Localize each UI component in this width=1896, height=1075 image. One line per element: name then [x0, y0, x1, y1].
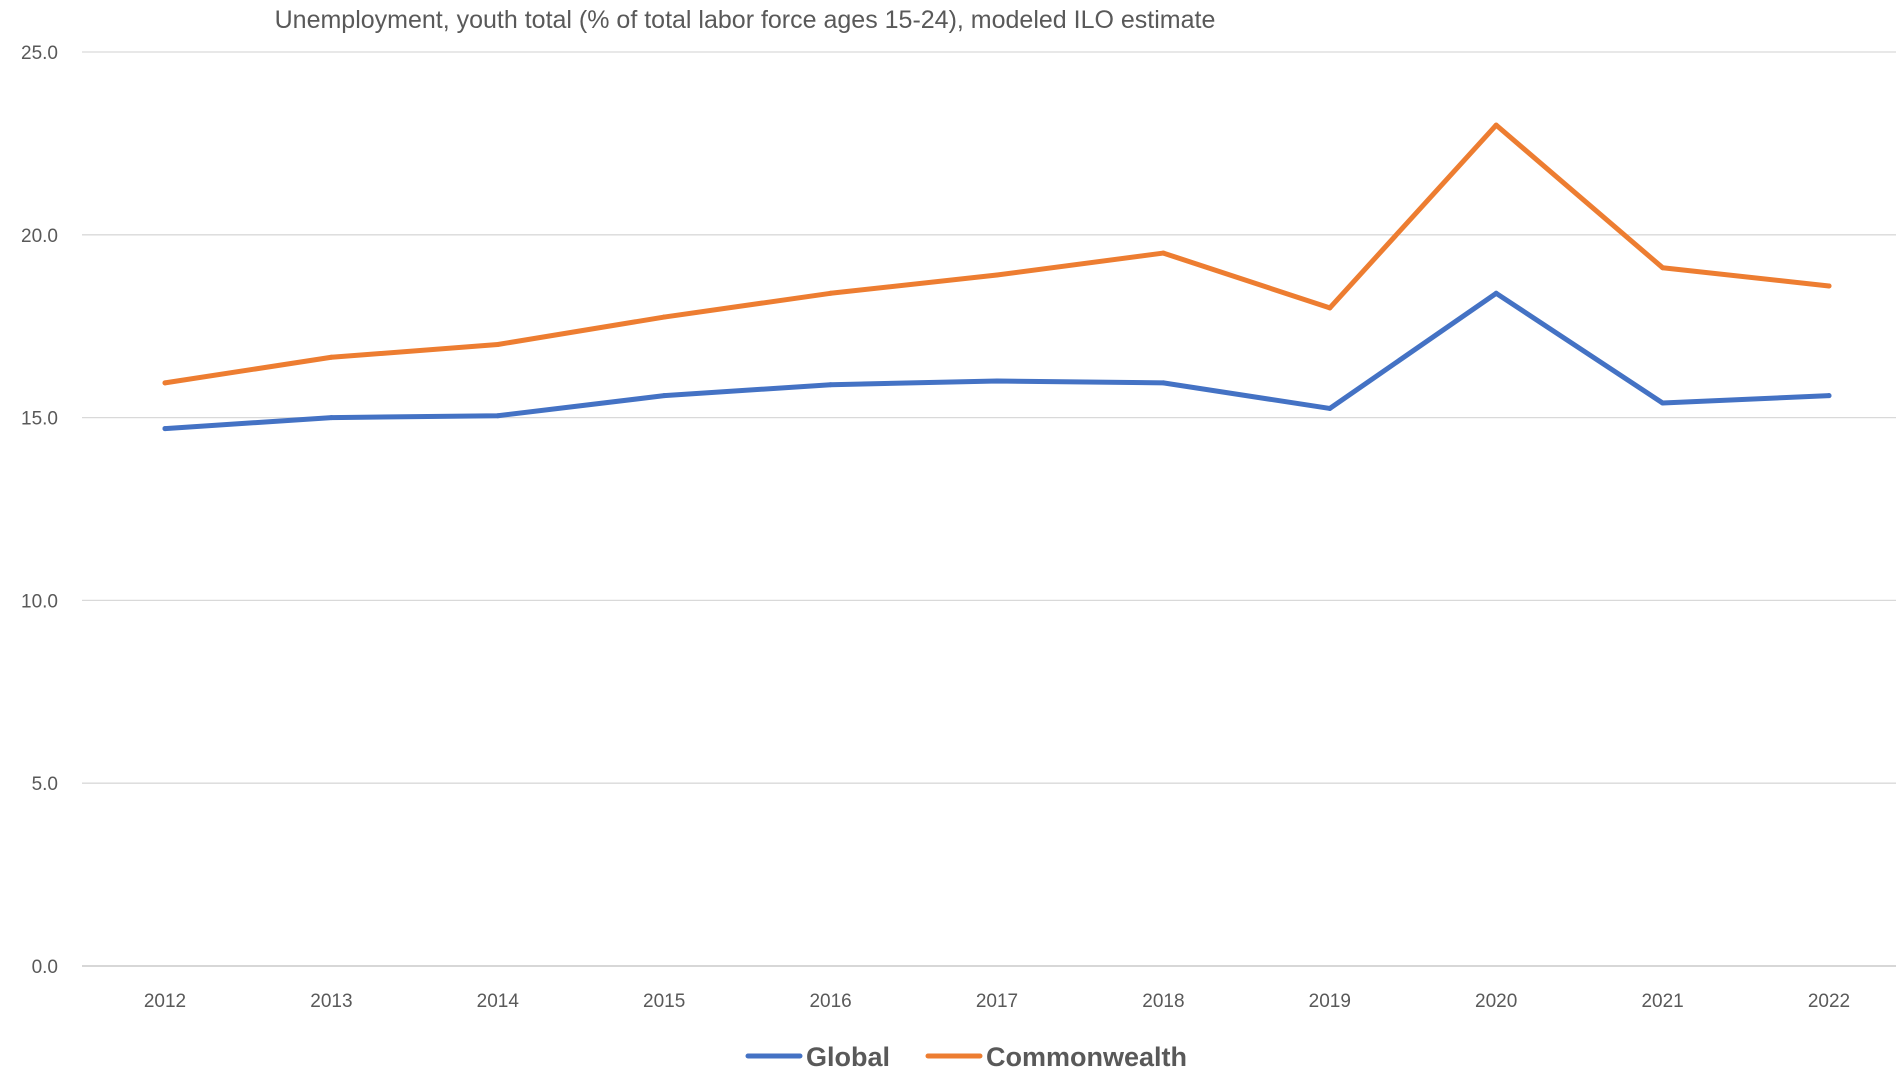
x-tick-label: 2014: [477, 991, 520, 1012]
data-point: [495, 413, 501, 419]
legend-label: Commonwealth: [986, 1042, 1187, 1070]
data-point: [994, 378, 1000, 384]
x-tick-label: 2022: [1808, 991, 1850, 1012]
x-tick-label: 2016: [809, 991, 851, 1012]
data-point: [661, 393, 667, 399]
data-point: [328, 354, 334, 360]
chart-title: Unemployment, youth total (% of total la…: [275, 6, 1216, 34]
y-tick-label: 20.0: [21, 226, 58, 247]
data-point: [1327, 405, 1333, 411]
y-tick-label: 15.0: [21, 409, 58, 430]
data-point: [328, 415, 334, 421]
data-point: [162, 426, 168, 432]
data-point: [994, 272, 1000, 278]
legend: Global Commonwealth: [745, 1042, 1187, 1072]
legend-item-commonwealth: Commonwealth: [925, 1042, 1187, 1072]
gridlines: [82, 51, 1896, 967]
data-point: [1160, 250, 1166, 256]
data-point: [1826, 393, 1832, 399]
data-point: [1327, 305, 1333, 311]
data-point: [828, 290, 834, 296]
data-point: [495, 341, 501, 347]
data-point: [162, 380, 168, 386]
x-axis-ticks: 2012 2013 2014 2015 2016 2017 2018 2019 2020 2021…: [144, 991, 1850, 1012]
series-line-global: [162, 290, 1832, 432]
x-tick-label: 2013: [310, 991, 352, 1012]
data-point: [661, 314, 667, 320]
x-tick-label: 2012: [144, 991, 186, 1012]
data-point: [1660, 400, 1666, 406]
series-lines: [162, 122, 1832, 432]
x-tick-label: 2021: [1641, 991, 1683, 1012]
x-tick-label: 2015: [643, 991, 685, 1012]
data-point: [828, 382, 834, 388]
data-point: [1493, 122, 1499, 128]
y-tick-label: 5.0: [32, 774, 58, 795]
x-tick-label: 2019: [1309, 991, 1351, 1012]
x-tick-label: 2020: [1475, 991, 1517, 1012]
series-line-commonwealth: [162, 122, 1832, 386]
data-point: [1660, 265, 1666, 271]
x-tick-label: 2017: [976, 991, 1018, 1012]
y-tick-label: 0.0: [32, 957, 58, 978]
data-point: [1160, 380, 1166, 386]
x-tick-label: 2018: [1142, 991, 1184, 1012]
y-axis-ticks: 0.0 5.0 10.0 15.0 20.0 25.0: [21, 43, 58, 978]
legend-item-global: Global: [745, 1042, 890, 1072]
legend-label: Global: [806, 1042, 890, 1070]
data-point: [1493, 290, 1499, 296]
y-tick-label: 25.0: [21, 43, 58, 64]
data-point: [1826, 283, 1832, 289]
y-tick-label: 10.0: [21, 591, 58, 612]
